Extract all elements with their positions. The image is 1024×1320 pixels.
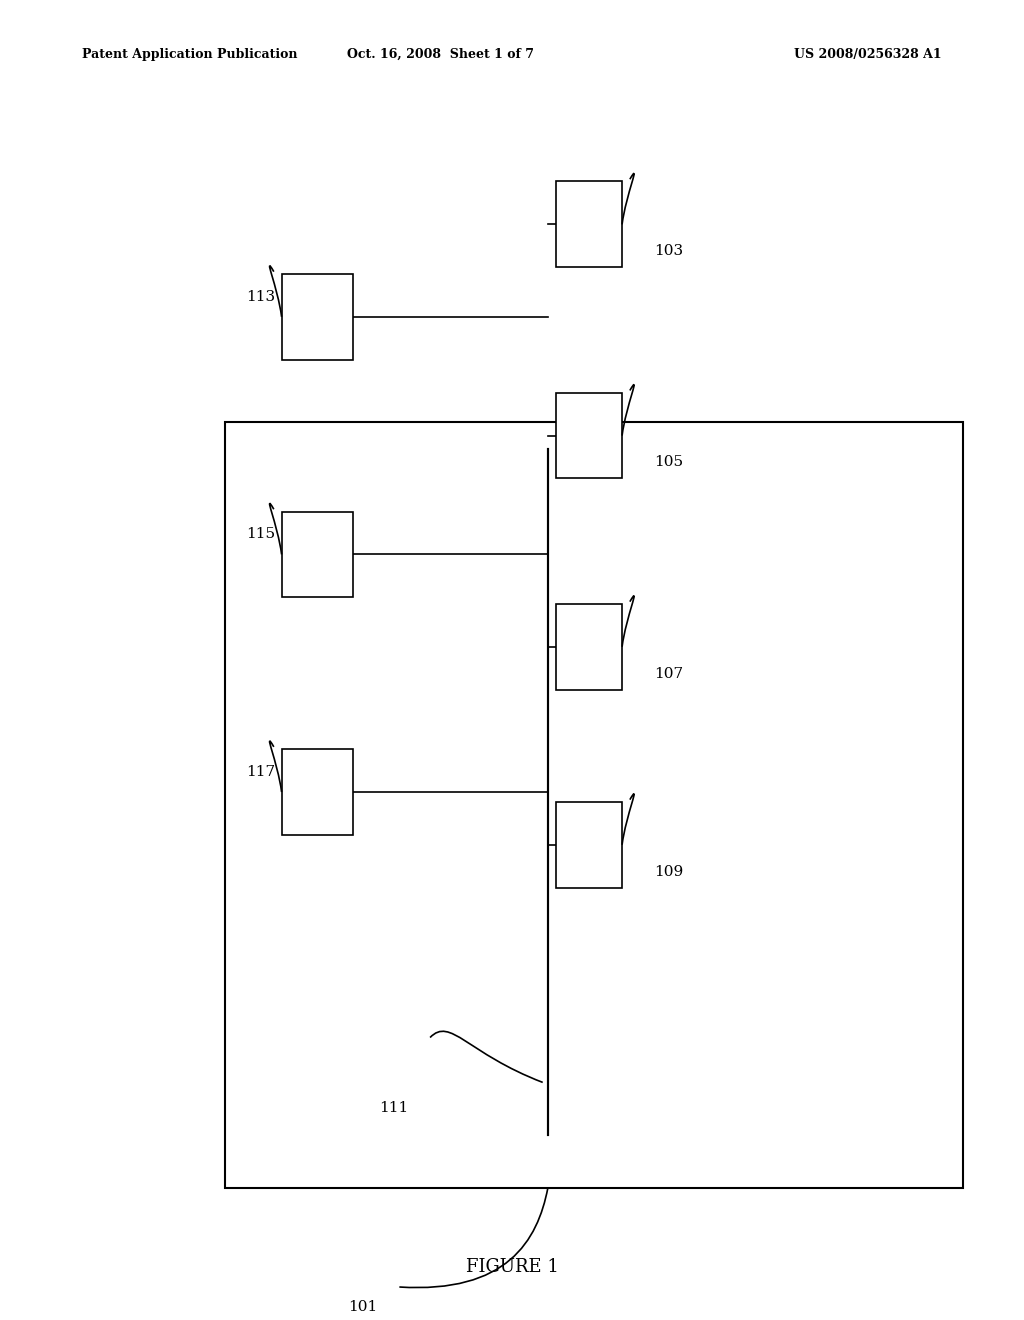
Text: US 2008/0256328 A1: US 2008/0256328 A1 [795,48,942,61]
Text: 105: 105 [654,455,683,470]
Bar [225,422,963,1188]
Text: 111: 111 [379,1101,409,1115]
Bar [282,511,353,597]
Text: 101: 101 [348,1300,378,1315]
Text: Oct. 16, 2008  Sheet 1 of 7: Oct. 16, 2008 Sheet 1 of 7 [347,48,534,61]
Text: 109: 109 [654,865,683,879]
Bar [555,605,622,689]
Text: 107: 107 [654,667,683,681]
Text: 113: 113 [246,289,274,304]
Bar [282,748,353,834]
Bar [555,392,622,478]
Text: 115: 115 [246,527,274,541]
Bar [282,275,353,359]
Text: 103: 103 [654,244,683,259]
Text: Patent Application Publication: Patent Application Publication [82,48,297,61]
Bar [555,801,622,887]
Text: FIGURE 1: FIGURE 1 [466,1258,558,1276]
Bar [555,181,622,267]
Text: 117: 117 [246,764,274,779]
